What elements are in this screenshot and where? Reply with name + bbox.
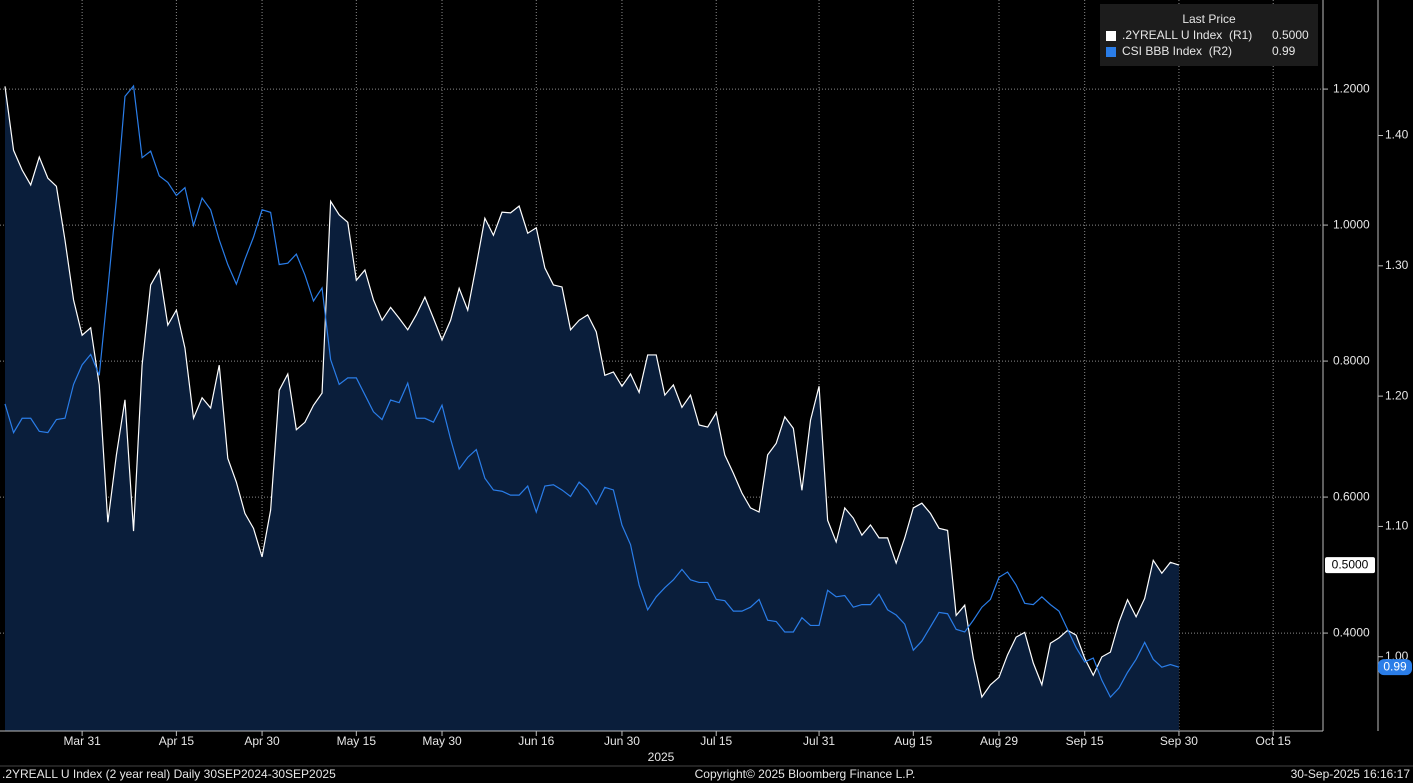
x-tick-label: Jun 16	[518, 734, 554, 748]
legend-swatch	[1106, 47, 1116, 57]
legend-value: 0.99	[1272, 44, 1296, 58]
footer-right: 30-Sep-2025 16:16:17	[1291, 767, 1411, 781]
last-value-badge	[1378, 659, 1412, 676]
last-value-badge	[1325, 557, 1375, 574]
y-tick-label: 1.2000	[1333, 81, 1370, 95]
x-tick-label: Sep 15	[1066, 734, 1104, 748]
x-tick-label: Sep 30	[1160, 734, 1198, 748]
y-tick-label: 0.4000	[1333, 625, 1370, 639]
legend-label: CSI BBB Index (R2)	[1122, 44, 1232, 58]
series-line	[4, 86, 1180, 699]
x-tick-label: Jul 15	[700, 734, 732, 748]
legend-title: Last Price	[1182, 12, 1236, 26]
x-tick-label: Oct 15	[1256, 734, 1292, 748]
series-line	[4, 84, 1180, 699]
x-tick-label: May 30	[422, 734, 462, 748]
x-tick-label: Aug 15	[894, 734, 932, 748]
footer-center: Copyright© 2025 Bloomberg Finance L.P.	[695, 767, 916, 781]
y-tick-label: 0.8000	[1333, 353, 1370, 367]
x-tick-label: Jun 30	[604, 734, 640, 748]
x-tick-label: May 15	[337, 734, 377, 748]
area-fill	[5, 86, 1179, 732]
y2-tick-label: 1.30	[1385, 258, 1409, 272]
y-tick-label: 0.6000	[1333, 489, 1370, 503]
x-group-label: 2025	[648, 750, 675, 764]
last-value-label: 0.5000	[1332, 557, 1369, 571]
x-tick-label: Apr 30	[244, 734, 280, 748]
x-tick-label: Jul 31	[803, 734, 835, 748]
plot-area	[0, 0, 1323, 732]
y2-tick-label: 1.40	[1385, 128, 1409, 142]
y2-tick-label: 1.20	[1385, 388, 1409, 402]
legend-label: .2YREALL U Index (R1)	[1122, 28, 1252, 42]
y-tick-label: 1.0000	[1333, 217, 1370, 231]
y2-tick-label: 1.10	[1385, 519, 1409, 533]
x-tick-label: Apr 15	[159, 734, 195, 748]
legend-value: 0.5000	[1272, 28, 1309, 42]
legend-swatch	[1106, 31, 1116, 41]
x-tick-label: Aug 29	[980, 734, 1018, 748]
last-value-label: 0.99	[1383, 659, 1407, 673]
x-tick-label: Mar 31	[63, 734, 101, 748]
footer-left: .2YREALL U Index (2 year real) Daily 30S…	[2, 767, 336, 781]
legend-box	[1100, 4, 1318, 66]
